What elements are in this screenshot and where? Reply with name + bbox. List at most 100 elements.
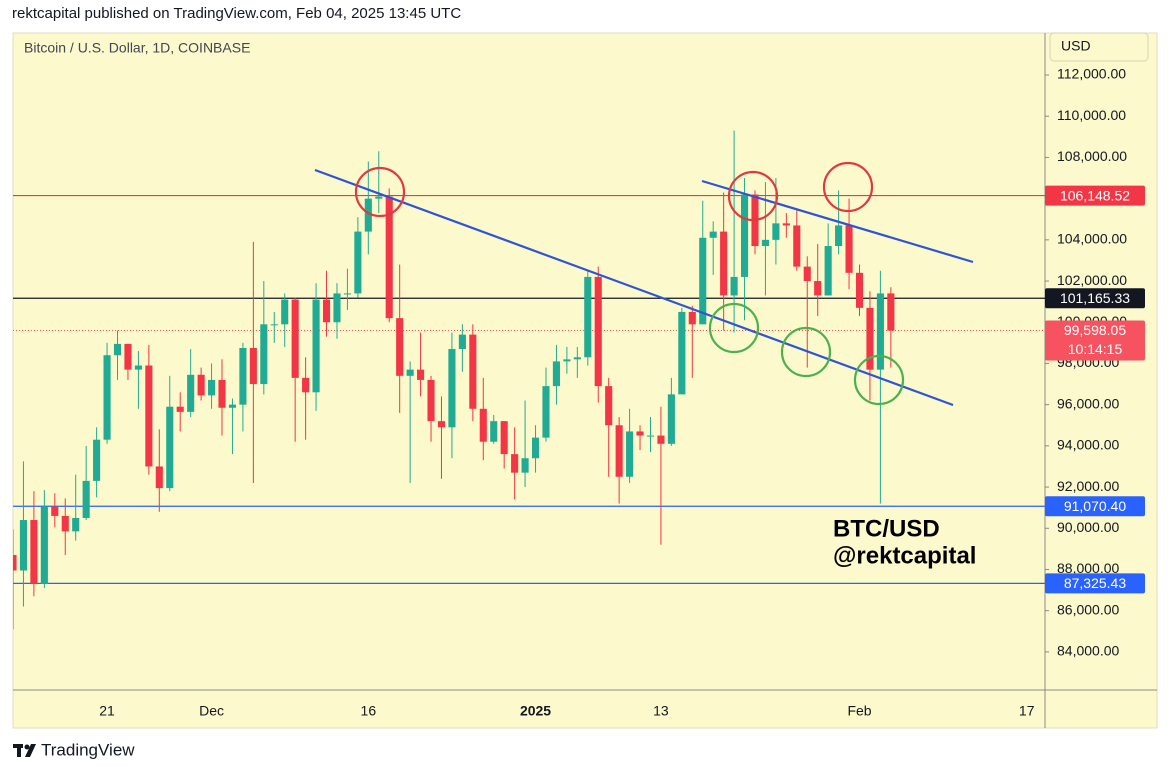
candle-body [490, 421, 498, 442]
level-label-box [1045, 496, 1145, 517]
candle-body [824, 246, 832, 296]
red-circle [727, 170, 779, 222]
candle-body [312, 299, 320, 393]
candle-body [437, 421, 446, 428]
candle-body [249, 348, 257, 385]
candle-body [835, 225, 843, 247]
countdown: 10:14:15 [1068, 341, 1123, 357]
level-label: 87,325.43 [1064, 575, 1126, 591]
y-tick-label: 104,000.00 [1057, 231, 1127, 247]
x-tick-label: 13 [653, 703, 669, 719]
y-tick-label: 108,000.00 [1057, 148, 1127, 164]
candle-body [228, 404, 237, 408]
candle-body [448, 349, 456, 428]
y-tick-label: 112,000.00 [1057, 66, 1126, 82]
currency[interactable]: USD [1061, 38, 1091, 54]
currency-button[interactable] [1049, 32, 1149, 62]
price-labels: 106,148.52 101,165.33 91,070.40 87,325.43 99… [1045, 185, 1145, 594]
candle-body [218, 379, 226, 408]
y-tick-label: 92,000.00 [1057, 478, 1119, 494]
candle-body [594, 276, 602, 387]
y-tick-label: 102,000.00 [1057, 272, 1127, 288]
last-price-label: 99,598.05 [1064, 322, 1126, 338]
candle-body [281, 299, 289, 325]
last-price-box [1045, 320, 1145, 361]
candle-body [145, 365, 153, 467]
y-tick-label: 90,000.00 [1057, 519, 1119, 535]
y-tick-label: 86,000.00 [1057, 601, 1119, 617]
candle-body [531, 437, 540, 459]
candle-body [720, 231, 728, 296]
candle-body [427, 379, 435, 422]
candle-body [417, 369, 425, 380]
trendline [701, 179, 974, 264]
candle-body [155, 466, 163, 489]
candle-body [354, 231, 362, 294]
candle-body [678, 311, 686, 395]
levels [13, 194, 1045, 584]
candle-body [584, 276, 592, 358]
candle-body [406, 369, 414, 376]
candle-body [113, 343, 122, 356]
candle-body [385, 196, 393, 319]
candle-body [709, 231, 717, 238]
annotation: @rektcapital [833, 542, 976, 569]
level-label-box [1045, 573, 1145, 594]
brand: TradingView [41, 740, 135, 759]
candle-body [51, 506, 59, 516]
candle-body [887, 293, 895, 331]
candle-body [270, 324, 278, 326]
candle-body [866, 307, 874, 370]
trendline [314, 168, 954, 407]
candle-body [803, 266, 811, 282]
candle-body [469, 334, 477, 409]
candle-body [61, 515, 69, 532]
candle-body [19, 520, 28, 571]
candles [13, 130, 895, 630]
candle-body [636, 431, 644, 436]
y-tick-label: 94,000.00 [1057, 437, 1119, 453]
candle-body [646, 435, 655, 437]
candle-body [657, 435, 665, 444]
candle-body [322, 299, 331, 323]
y-tick-label: 84,000.00 [1057, 643, 1119, 659]
candle-body [30, 520, 38, 584]
level-label: 101,165.33 [1060, 290, 1130, 306]
candle-body [615, 425, 623, 477]
level-label-box [1045, 288, 1145, 309]
candle-body [40, 506, 48, 584]
candle-body [302, 377, 310, 393]
candle-body [134, 365, 142, 370]
green-circle [708, 302, 760, 354]
candle-body [187, 374, 195, 412]
green-circle [853, 354, 905, 406]
candle-body [552, 361, 560, 387]
green-circle [780, 326, 832, 378]
x-tick-label: Dec [199, 703, 224, 719]
candle-body [563, 359, 571, 362]
red-circle [822, 161, 874, 213]
level-label: 91,070.40 [1064, 498, 1126, 514]
candle-body [761, 239, 769, 247]
candle-body [458, 334, 466, 350]
candle-body [782, 223, 790, 226]
candle-body [13, 555, 17, 571]
y-tick-label: 88,000.00 [1057, 560, 1119, 576]
red-circle [354, 166, 406, 218]
level-label: 106,148.52 [1060, 187, 1130, 203]
candle-body [521, 458, 529, 473]
x-tick-label: 17 [1019, 703, 1035, 719]
candle-body [197, 374, 205, 396]
candle-body [688, 311, 696, 325]
candle-body [208, 379, 216, 396]
candle-body [511, 454, 519, 473]
candle-body [72, 517, 80, 532]
chart-title: Bitcoin / U.S. Dollar, 1D, COINBASE [24, 40, 250, 56]
x-tick-label: 2025 [520, 703, 551, 719]
candle-body [814, 281, 822, 296]
level-label-box [1045, 185, 1145, 206]
candle-body [740, 194, 749, 277]
candle-body [730, 276, 738, 296]
candle-body [396, 318, 404, 376]
chart-frame [12, 32, 1158, 729]
